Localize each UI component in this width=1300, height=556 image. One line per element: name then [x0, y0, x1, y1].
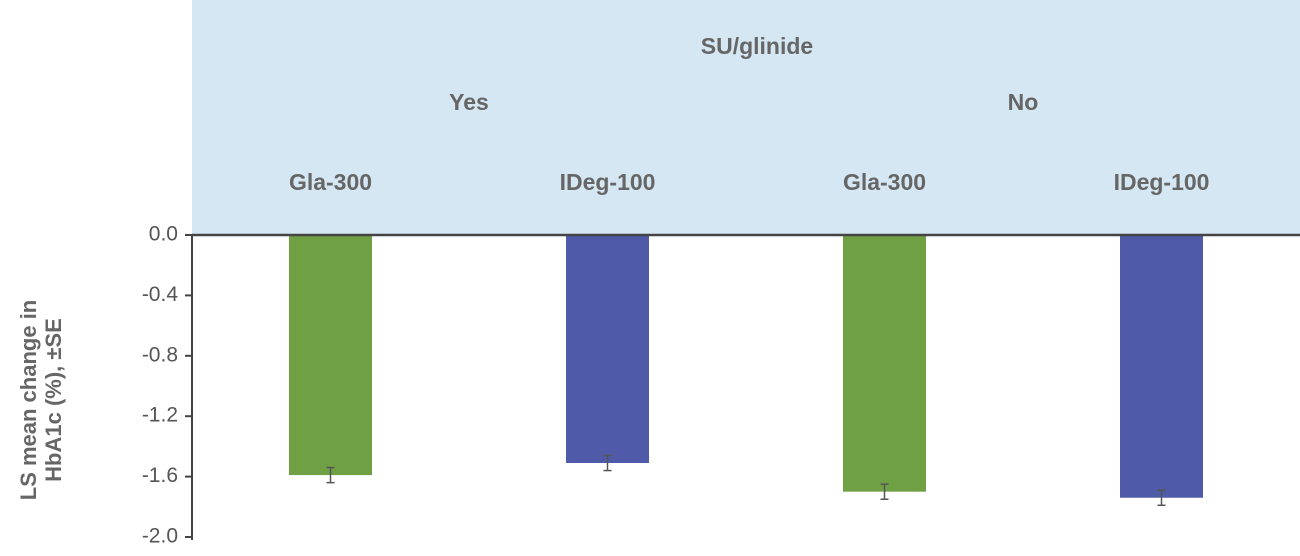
y-tick-label: -0.4 [142, 283, 179, 306]
y-axis-label: HbA1c (%), ±SE [41, 318, 66, 482]
group-title: SU/glinide [701, 33, 813, 59]
y-axis-label: LS mean change in [16, 300, 41, 501]
bar [1120, 235, 1203, 498]
header-panel [192, 0, 1300, 235]
x-tick-label: IDeg-100 [1114, 169, 1210, 195]
y-tick-label: -0.8 [142, 343, 178, 366]
x-tick-label: Gla-300 [843, 169, 926, 195]
error-bar [880, 483, 889, 500]
y-tick-label: -1.6 [142, 464, 178, 487]
group-label: No [1008, 89, 1039, 115]
error-bar [326, 466, 335, 484]
bar [566, 235, 649, 464]
error-bar [1157, 489, 1166, 507]
group-label: Yes [449, 89, 489, 115]
x-tick-label: Gla-300 [289, 169, 372, 195]
x-tick-label: IDeg-100 [560, 169, 656, 195]
bar [843, 235, 926, 492]
y-tick-label: -1.2 [142, 404, 178, 427]
bar [289, 235, 372, 476]
error-bar [603, 454, 612, 472]
y-tick-label: -2.0 [142, 525, 178, 548]
y-tick-label: 0.0 [149, 223, 178, 246]
